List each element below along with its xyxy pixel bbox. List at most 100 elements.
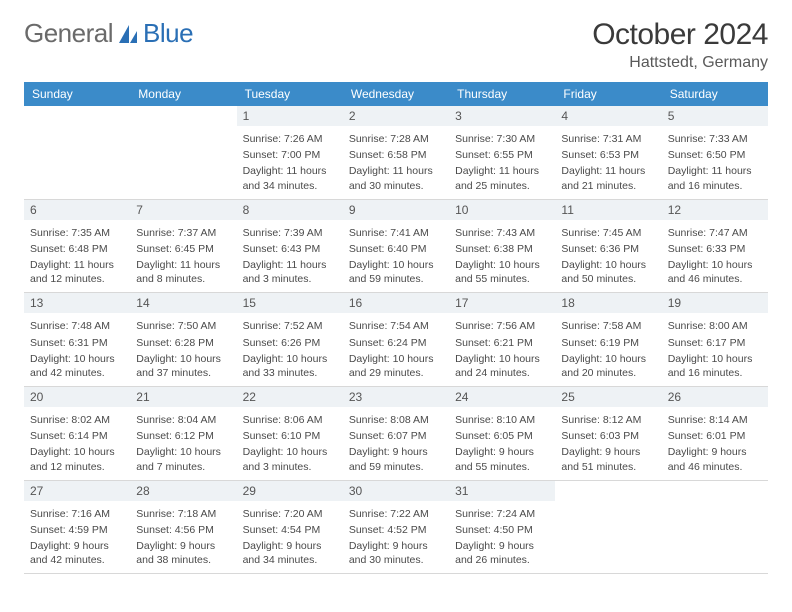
calendar-day-empty xyxy=(555,480,661,574)
calendar-day: 8Sunrise: 7:39 AMSunset: 6:43 PMDaylight… xyxy=(237,199,343,293)
day-number: 6 xyxy=(24,200,130,220)
daylight-text: Daylight: 10 hours and 50 minutes. xyxy=(561,258,655,286)
calendar-day: 21Sunrise: 8:04 AMSunset: 6:12 PMDayligh… xyxy=(130,387,236,481)
sunset-text: Sunset: 6:33 PM xyxy=(668,242,762,256)
location-label: Hattstedt, Germany xyxy=(592,54,768,72)
calendar-day: 20Sunrise: 8:02 AMSunset: 6:14 PMDayligh… xyxy=(24,387,130,481)
sunset-text: Sunset: 4:59 PM xyxy=(30,523,124,537)
sunrise-text: Sunrise: 7:30 AM xyxy=(455,132,549,146)
sunrise-text: Sunrise: 7:47 AM xyxy=(668,226,762,240)
sunset-text: Sunset: 6:26 PM xyxy=(243,336,337,350)
sunrise-text: Sunrise: 7:26 AM xyxy=(243,132,337,146)
daylight-text: Daylight: 10 hours and 37 minutes. xyxy=(136,352,230,380)
day-number: 11 xyxy=(555,200,661,220)
sunset-text: Sunset: 6:28 PM xyxy=(136,336,230,350)
daylight-text: Daylight: 10 hours and 12 minutes. xyxy=(30,445,124,473)
day-info: Sunrise: 7:58 AMSunset: 6:19 PMDaylight:… xyxy=(555,313,661,386)
day-number: 18 xyxy=(555,293,661,313)
day-number: 22 xyxy=(237,387,343,407)
month-title: October 2024 xyxy=(592,18,768,52)
calendar-day: 31Sunrise: 7:24 AMSunset: 4:50 PMDayligh… xyxy=(449,480,555,574)
sunrise-text: Sunrise: 7:24 AM xyxy=(455,507,549,521)
calendar-table: SundayMondayTuesdayWednesdayThursdayFrid… xyxy=(24,82,768,574)
sunset-text: Sunset: 6:43 PM xyxy=(243,242,337,256)
day-info: Sunrise: 7:47 AM Sunset: 6:33 PM Daylight:… xyxy=(662,220,768,293)
daylight-text: Daylight: 11 hours and 8 minutes. xyxy=(136,258,230,286)
calendar-week: 1Sunrise: 7:26 AMSunset: 7:00 PMDaylight… xyxy=(24,106,768,199)
weekday-header: Saturday xyxy=(662,82,768,106)
sunrise-text: Sunrise: 7:45 AM xyxy=(561,226,655,240)
daylight-text: Daylight: 11 hours and 34 minutes. xyxy=(243,164,337,192)
calendar-day: 14Sunrise: 7:50 AMSunset: 6:28 PMDayligh… xyxy=(130,293,236,387)
day-number: 25 xyxy=(555,387,661,407)
day-number: 27 xyxy=(24,481,130,501)
calendar-day: 25Sunrise: 8:12 AMSunset: 6:03 PMDayligh… xyxy=(555,387,661,481)
calendar-day: 7Sunrise: 7:37 AMSunset: 6:45 PMDaylight… xyxy=(130,199,236,293)
weekday-header: Monday xyxy=(130,82,236,106)
day-number: 28 xyxy=(130,481,236,501)
calendar-day: 19Sunrise: 8:00 AMSunset: 6:17 PMDayligh… xyxy=(662,293,768,387)
sunrise-text: Sunrise: 8:08 AM xyxy=(349,413,443,427)
day-number: 9 xyxy=(343,200,449,220)
day-number: 5 xyxy=(662,106,768,126)
day-info: Sunrise: 8:08 AMSunset: 6:07 PMDaylight:… xyxy=(343,407,449,480)
daylight-text: Daylight: 10 hours and 24 minutes. xyxy=(455,352,549,380)
sunrise-text: Sunrise: 7:18 AM xyxy=(136,507,230,521)
calendar-week: 6Sunrise: 7:35 AMSunset: 6:48 PMDaylight… xyxy=(24,199,768,293)
day-info: Sunrise: 8:02 AMSunset: 6:14 PMDaylight:… xyxy=(24,407,130,480)
sunset-text: Sunset: 6:31 PM xyxy=(30,336,124,350)
day-info: Sunrise: 7:50 AMSunset: 6:28 PMDaylight:… xyxy=(130,313,236,386)
daylight-text: Daylight: 9 hours and 59 minutes. xyxy=(349,445,443,473)
daylight-text: Daylight: 9 hours and 46 minutes. xyxy=(668,445,762,473)
day-number: 15 xyxy=(237,293,343,313)
day-number: 10 xyxy=(449,200,555,220)
calendar-day: 23Sunrise: 8:08 AMSunset: 6:07 PMDayligh… xyxy=(343,387,449,481)
day-info: Sunrise: 7:31 AMSunset: 6:53 PMDaylight:… xyxy=(555,126,661,199)
calendar-day: 5Sunrise: 7:33 AMSunset: 6:50 PMDaylight… xyxy=(662,106,768,199)
calendar-body: 1Sunrise: 7:26 AMSunset: 7:00 PMDaylight… xyxy=(24,106,768,574)
day-number: 7 xyxy=(130,200,236,220)
sunset-text: Sunset: 7:00 PM xyxy=(243,148,337,162)
daylight-text: Daylight: 9 hours and 26 minutes. xyxy=(455,539,549,567)
calendar-day: 6Sunrise: 7:35 AMSunset: 6:48 PMDaylight… xyxy=(24,199,130,293)
calendar-day: 11Sunrise: 7:45 AMSunset: 6:36 PMDayligh… xyxy=(555,199,661,293)
calendar-day: 3Sunrise: 7:30 AMSunset: 6:55 PMDaylight… xyxy=(449,106,555,199)
day-info: Sunrise: 7:28 AMSunset: 6:58 PMDaylight:… xyxy=(343,126,449,199)
day-number: 19 xyxy=(662,293,768,313)
sunset-text: Sunset: 6:45 PM xyxy=(136,242,230,256)
calendar-day: 9Sunrise: 7:41 AMSunset: 6:40 PMDaylight… xyxy=(343,199,449,293)
daylight-text: Daylight: 10 hours and 7 minutes. xyxy=(136,445,230,473)
daylight-text: Daylight: 9 hours and 42 minutes. xyxy=(30,539,124,567)
sunset-text: Sunset: 6:12 PM xyxy=(136,429,230,443)
day-info: Sunrise: 7:43 AMSunset: 6:38 PMDaylight:… xyxy=(449,220,555,293)
day-info: Sunrise: 7:37 AMSunset: 6:45 PMDaylight:… xyxy=(130,220,236,293)
sunset-text: Sunset: 6:38 PM xyxy=(455,242,549,256)
calendar-day: 22Sunrise: 8:06 AMSunset: 6:10 PMDayligh… xyxy=(237,387,343,481)
day-info: Sunrise: 7:24 AM Sunset: 4:50 PM Daylight:… xyxy=(449,501,555,574)
sunrise-text: Sunrise: 8:02 AM xyxy=(30,413,124,427)
day-info: Sunrise: 7:39 AMSunset: 6:43 PMDaylight:… xyxy=(237,220,343,293)
sunrise-text: Sunrise: 7:16 AM xyxy=(30,507,124,521)
sunset-text: Sunset: 6:50 PM xyxy=(668,148,762,162)
daylight-text: Daylight: 10 hours and 46 minutes. xyxy=(668,258,762,286)
sunrise-text: Sunrise: 7:22 AM xyxy=(349,507,443,521)
calendar-day: 13Sunrise: 7:48 AMSunset: 6:31 PMDayligh… xyxy=(24,293,130,387)
calendar-header: SundayMondayTuesdayWednesdayThursdayFrid… xyxy=(24,82,768,106)
day-info: Sunrise: 7:18 AMSunset: 4:56 PMDaylight:… xyxy=(130,501,236,574)
calendar-day: 18Sunrise: 7:58 AMSunset: 6:19 PMDayligh… xyxy=(555,293,661,387)
day-info: Sunrise: 8:04 AMSunset: 6:12 PMDaylight:… xyxy=(130,407,236,480)
day-number: 12 xyxy=(662,200,768,220)
sunset-text: Sunset: 4:50 PM xyxy=(455,523,549,537)
sunset-text: Sunset: 6:10 PM xyxy=(243,429,337,443)
daylight-text: Daylight: 11 hours and 25 minutes. xyxy=(455,164,549,192)
title-block: October 2024 Hattstedt, Germany xyxy=(592,18,768,72)
day-info: Sunrise: 7:33 AMSunset: 6:50 PMDaylight:… xyxy=(662,126,768,199)
day-number: 30 xyxy=(343,481,449,501)
daylight-text: Daylight: 10 hours and 29 minutes. xyxy=(349,352,443,380)
sunset-text: Sunset: 4:52 PM xyxy=(349,523,443,537)
calendar-day: 30Sunrise: 7:22 AMSunset: 4:52 PMDayligh… xyxy=(343,480,449,574)
calendar-day: 28Sunrise: 7:18 AMSunset: 4:56 PMDayligh… xyxy=(130,480,236,574)
sunset-text: Sunset: 6:21 PM xyxy=(455,336,549,350)
header-row: General Blue October 2024 Hattstedt, Ger… xyxy=(24,18,768,72)
calendar-day-empty xyxy=(662,480,768,574)
